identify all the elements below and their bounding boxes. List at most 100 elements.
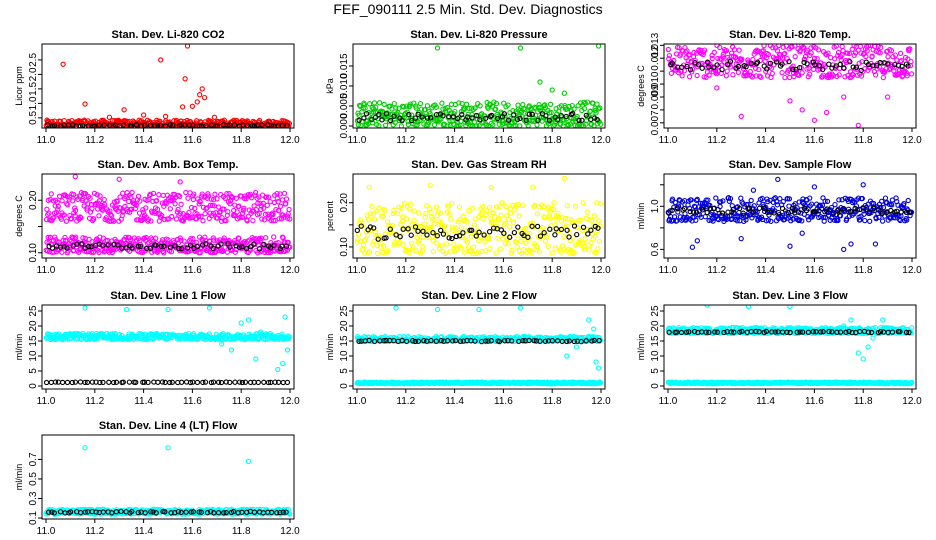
data-point — [258, 206, 264, 213]
data-point — [251, 241, 257, 247]
data-point — [94, 192, 100, 198]
y-tick-label: 0.007 — [650, 110, 661, 135]
data-point — [679, 73, 685, 79]
data-point — [382, 122, 389, 128]
data-point — [452, 108, 458, 115]
data-point — [583, 338, 589, 344]
data-point — [804, 47, 811, 53]
data-point — [540, 203, 547, 210]
data-point — [63, 218, 70, 224]
data-point — [592, 233, 599, 239]
data-point — [285, 123, 292, 128]
data-point — [253, 236, 259, 242]
data-point — [815, 211, 821, 217]
data-point — [534, 223, 541, 230]
data-point — [275, 239, 281, 246]
data-point — [814, 55, 820, 62]
outlier-point — [275, 366, 281, 373]
data-point — [879, 218, 886, 224]
data-point — [537, 338, 543, 344]
data-point — [396, 239, 403, 246]
data-point — [433, 338, 439, 344]
data-point — [880, 204, 887, 211]
data-point — [467, 227, 473, 233]
data-point — [147, 191, 153, 197]
data-point — [529, 223, 535, 229]
data-point — [469, 227, 475, 233]
data-point — [77, 123, 83, 128]
data-point — [719, 210, 726, 216]
outlier-point — [799, 107, 805, 113]
data-point — [169, 379, 175, 385]
y-tick-label: 0.20 — [339, 193, 350, 213]
data-point — [433, 204, 439, 210]
data-point — [210, 379, 217, 385]
series-3 — [46, 240, 290, 252]
data-point — [52, 234, 58, 240]
x-tick-label: 11.2 — [85, 396, 104, 407]
data-point — [72, 213, 78, 219]
data-point — [425, 122, 431, 128]
data-point — [404, 338, 410, 345]
data-point — [770, 45, 776, 51]
outlier-point — [738, 235, 744, 242]
data-point — [570, 118, 576, 125]
data-point — [255, 200, 261, 206]
data-point — [510, 219, 517, 225]
data-point — [148, 218, 154, 224]
data-point — [816, 208, 822, 214]
data-point — [810, 59, 817, 65]
data-point — [671, 214, 678, 220]
data-point — [460, 232, 466, 239]
data-point — [414, 234, 420, 240]
outlier-point — [197, 92, 203, 98]
data-point — [498, 227, 504, 233]
data-point — [502, 220, 508, 226]
outlier-point — [206, 305, 213, 311]
data-point — [117, 194, 123, 200]
data-point — [86, 243, 92, 250]
data-point — [469, 205, 475, 211]
outlier-point — [476, 306, 482, 313]
data-point — [765, 217, 772, 223]
data-point — [89, 379, 96, 385]
data-point — [832, 201, 838, 208]
data-point — [406, 104, 412, 110]
y-tick-label: 0.009 — [650, 84, 661, 109]
data-point — [225, 122, 231, 128]
data-point — [287, 216, 293, 222]
data-point — [786, 58, 792, 65]
data-point — [564, 203, 570, 209]
data-point — [141, 379, 148, 385]
x-tick-label: 12.0 — [591, 396, 611, 407]
data-point — [106, 379, 112, 385]
data-point — [499, 110, 505, 117]
data-point — [480, 203, 486, 210]
data-point — [100, 379, 106, 386]
data-point — [777, 196, 783, 202]
data-point — [133, 379, 139, 386]
data-point — [267, 245, 274, 251]
outlier-point — [530, 184, 536, 190]
data-point — [789, 44, 795, 50]
data-point — [202, 211, 208, 217]
data-point — [70, 235, 76, 241]
data-point — [583, 121, 589, 127]
data-point — [376, 205, 382, 211]
data-point — [210, 235, 216, 241]
data-point — [62, 234, 68, 241]
outlier-point — [593, 359, 599, 365]
data-point — [431, 221, 437, 227]
data-point — [888, 47, 895, 54]
data-point — [129, 245, 135, 251]
data-point — [430, 237, 436, 243]
y-tick-label: 5 — [28, 368, 39, 374]
data-point — [549, 338, 555, 344]
data-point — [208, 196, 214, 202]
data-point — [756, 205, 763, 211]
y-axis-label: ml/min — [325, 334, 335, 361]
data-point — [135, 243, 141, 249]
outlier-point — [427, 182, 433, 188]
